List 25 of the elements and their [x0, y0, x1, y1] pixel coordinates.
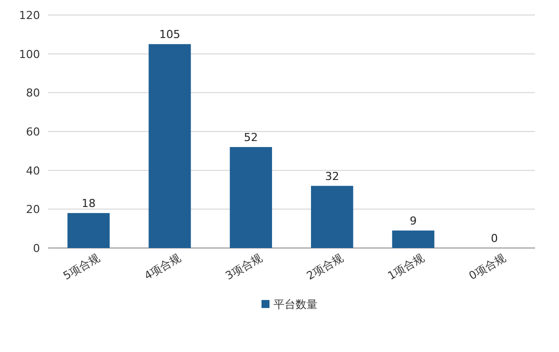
bar — [392, 230, 434, 248]
y-tick-label: 20 — [26, 203, 40, 216]
x-tick-label: 3项合规 — [223, 251, 264, 283]
bar — [230, 147, 272, 248]
data-label: 18 — [82, 197, 96, 210]
y-tick-label: 0 — [33, 242, 40, 255]
bar — [148, 44, 191, 248]
data-label: 32 — [325, 170, 340, 183]
y-tick-label: 120 — [19, 9, 40, 22]
y-tick-label: 60 — [26, 126, 40, 138]
data-label: 9 — [410, 214, 417, 228]
x-tick-label: 5项合规 — [60, 251, 102, 283]
data-label: 52 — [244, 131, 258, 144]
data-label: 0 — [490, 232, 498, 245]
legend-label: 平台数量 — [274, 298, 318, 311]
x-tick-label: 4项合规 — [142, 251, 184, 283]
y-tick-label: 80 — [26, 86, 40, 100]
bar — [67, 213, 110, 248]
bar — [310, 186, 354, 248]
x-tick-label: 2项合规 — [304, 251, 346, 283]
data-label: 105 — [159, 28, 180, 42]
y-tick-label: 40 — [26, 164, 40, 178]
y-tick-label: 100 — [19, 48, 40, 61]
x-tick-label: 1项合规 — [386, 251, 427, 283]
x-tick-label: 0项合规 — [466, 251, 508, 283]
